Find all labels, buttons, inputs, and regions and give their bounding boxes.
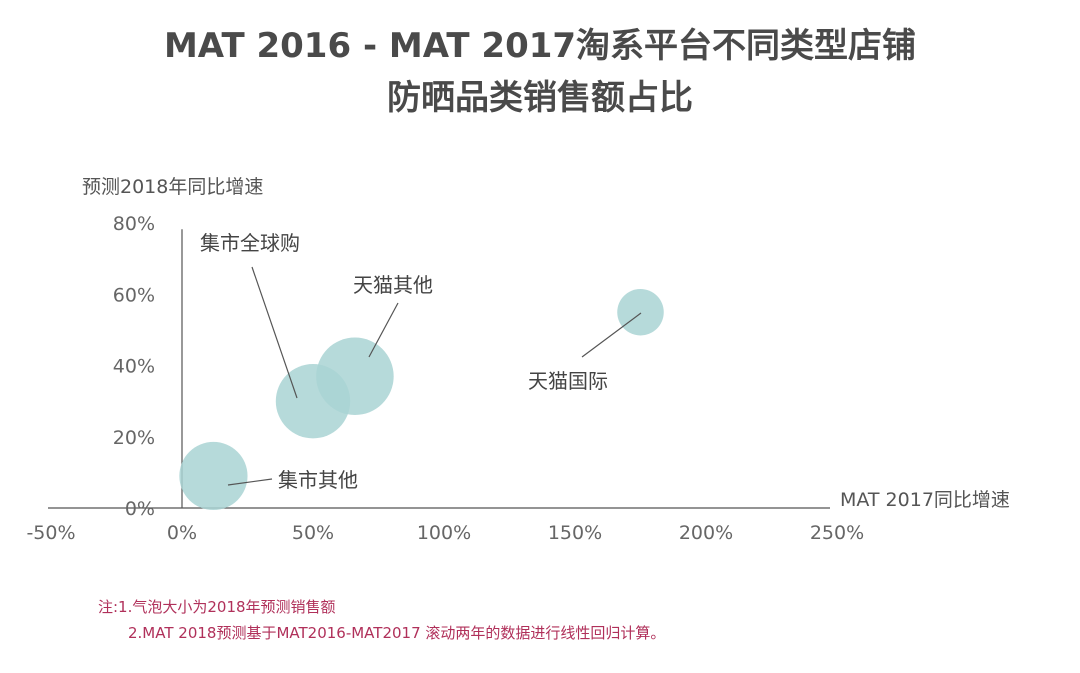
footnote-1: 注:1.气泡大小为2018年预测销售额: [98, 598, 336, 616]
x-axis-title: MAT 2017同比增速: [840, 489, 1010, 511]
y-axis-title: 预测2018年同比增速: [82, 176, 263, 198]
y-tick-label: 60%: [113, 284, 155, 306]
bubble-label: 集市其他: [278, 468, 358, 492]
bubble: [617, 288, 664, 336]
y-tick-label: 80%: [113, 213, 155, 235]
bubble: [179, 441, 248, 511]
leader-line: [227, 478, 273, 486]
y-tick-label: 20%: [113, 427, 155, 449]
y-tick-label: 40%: [113, 356, 155, 378]
x-tick-label: 0%: [167, 522, 197, 544]
x-tick-label: 250%: [810, 522, 864, 544]
chart-title-line-2: 防晒品类销售额占比: [387, 78, 693, 118]
leader-line: [368, 302, 399, 358]
x-tick-label: 200%: [679, 522, 733, 544]
x-tick-label: 50%: [292, 522, 334, 544]
x-tick-label: 100%: [417, 522, 471, 544]
leader-line: [251, 266, 298, 399]
y-tick-label: 0%: [125, 498, 155, 520]
chart-title-line-1: MAT 2016 - MAT 2017淘系平台不同类型店铺: [163, 26, 917, 66]
leader-line: [581, 312, 642, 358]
footnote-2: 2.MAT 2018预测基于MAT2016-MAT2017 滚动两年的数据进行线…: [128, 624, 666, 642]
x-tick-label: -50%: [26, 522, 75, 544]
bubble-label: 天猫国际: [528, 369, 608, 393]
bubble-label: 天猫其他: [353, 273, 433, 297]
bubble-label: 集市全球购: [200, 231, 300, 255]
x-tick-label: 150%: [548, 522, 602, 544]
bubble: [316, 337, 394, 416]
